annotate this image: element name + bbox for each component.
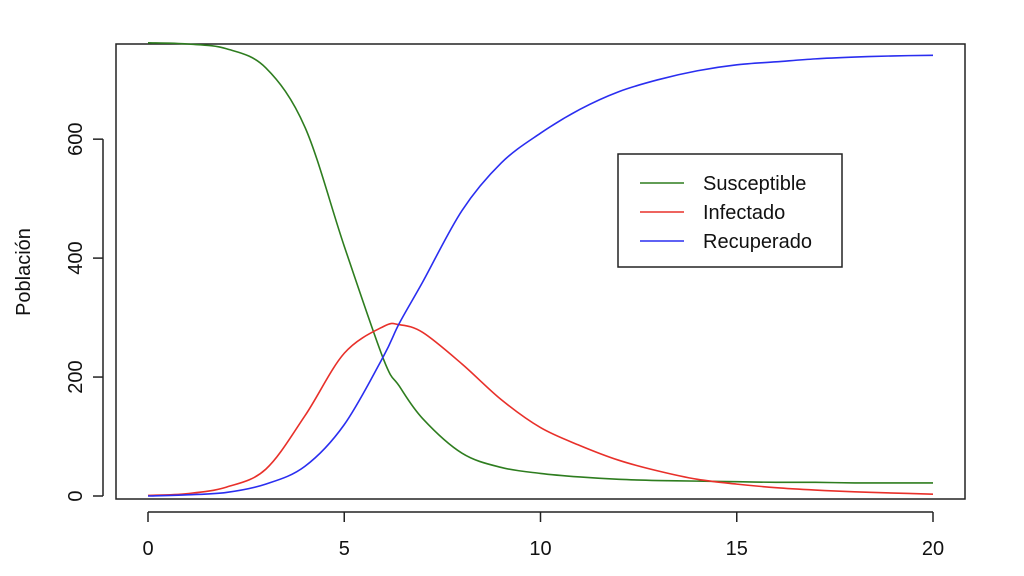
series-lines — [147, 42, 934, 497]
x-axis: 0 5 10 15 20 — [142, 511, 944, 560]
y-tick-label: 200 — [65, 360, 87, 393]
series-line-recuperado — [147, 54, 934, 497]
legend-label: Recuperado — [703, 231, 812, 253]
series-line-infectado — [147, 322, 934, 497]
y-tick-label: 0 — [65, 490, 87, 501]
y-tick-label: 600 — [65, 122, 87, 155]
legend-label: Infectado — [703, 202, 785, 224]
legend-box — [617, 153, 843, 268]
y-axis: 0 200 400 600 — [65, 122, 104, 502]
legend: Susceptible Infectado Recuperado — [617, 153, 843, 268]
legend-label: Susceptible — [703, 173, 806, 195]
x-tick-label: 20 — [922, 538, 944, 560]
x-tick-label: 5 — [339, 538, 350, 560]
plot-frame — [115, 43, 966, 500]
y-tick-label: 400 — [65, 241, 87, 274]
x-tick-label: 10 — [529, 538, 551, 560]
series-line-susceptible — [147, 42, 933, 484]
x-tick-label: 0 — [142, 538, 153, 560]
y-axis-label: Población — [13, 228, 35, 316]
x-tick-label: 15 — [726, 538, 748, 560]
